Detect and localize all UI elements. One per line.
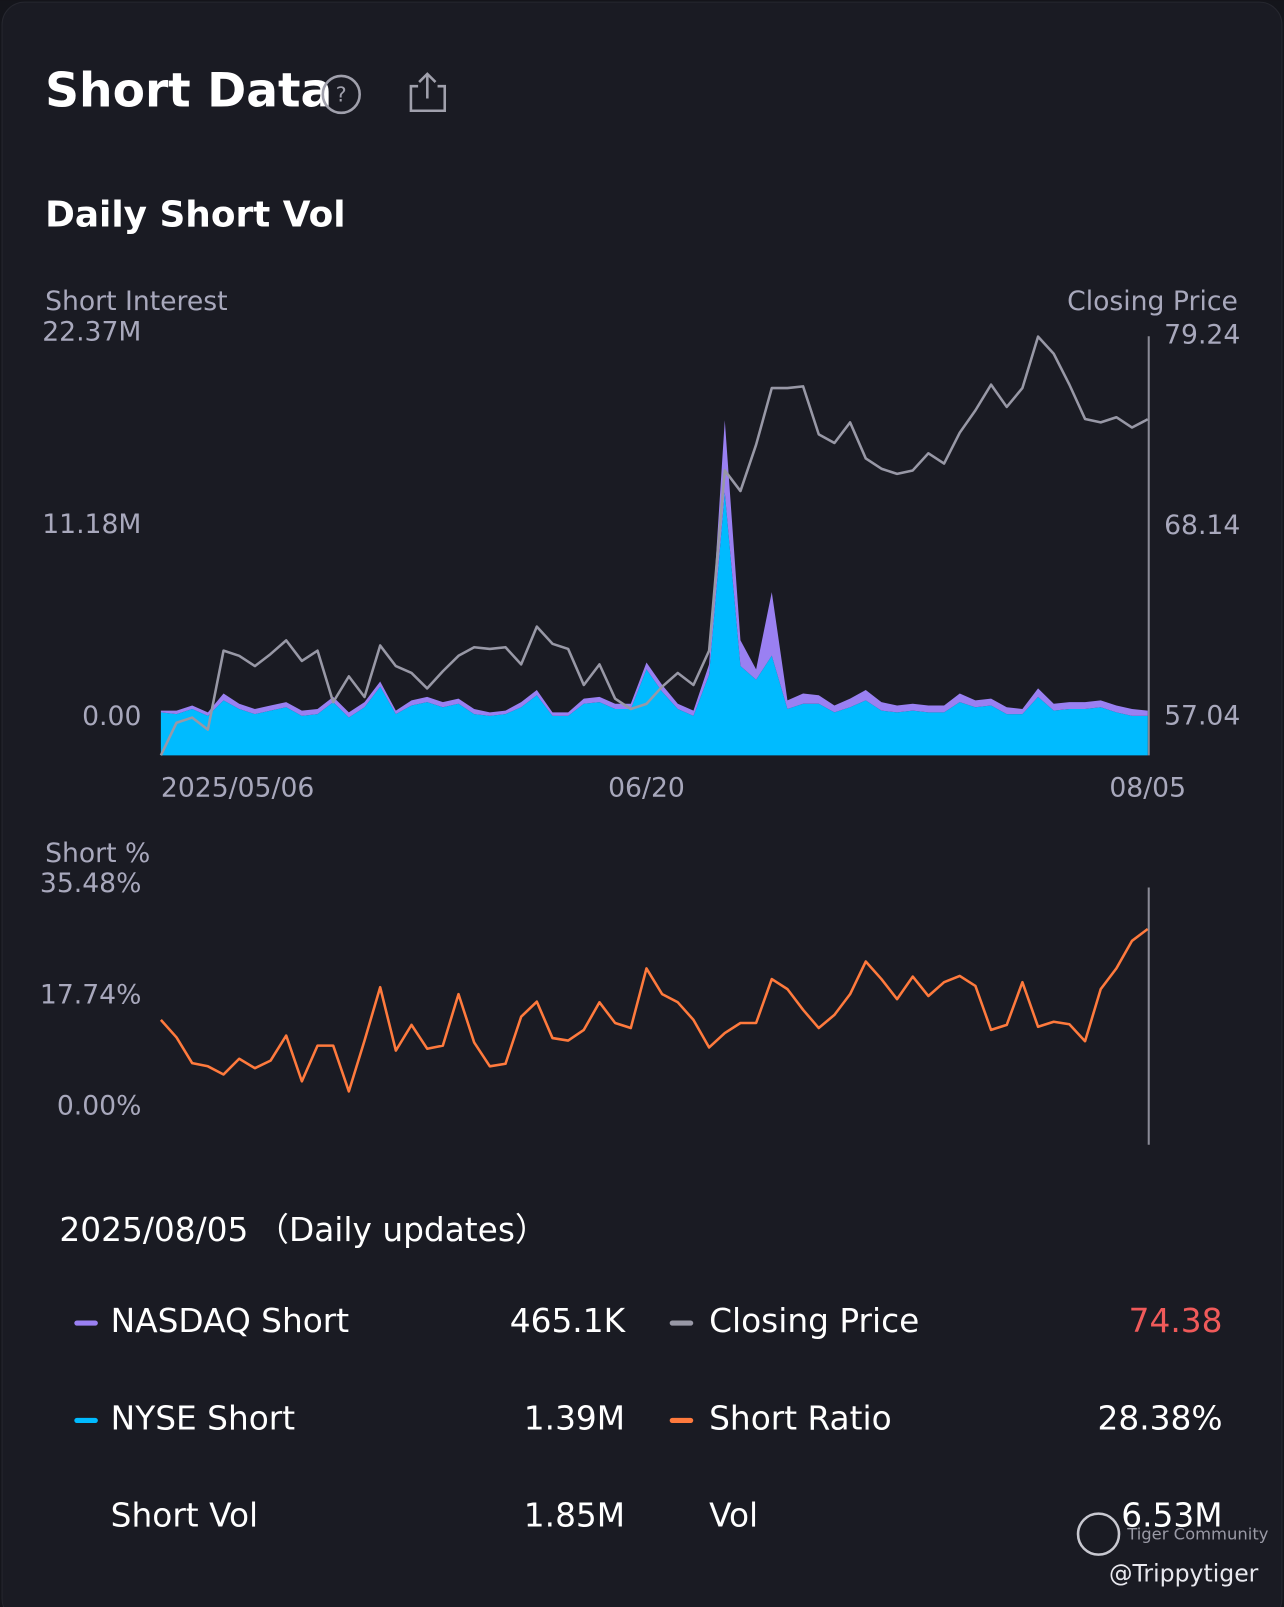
x-tick-label: 2025/05/06 [161, 773, 314, 804]
summary-label: NASDAQ Short [111, 1302, 350, 1340]
summary-value: 1.85M [524, 1497, 625, 1535]
line [159, 927, 1149, 1093]
summary: 2025/08/05 （Daily updates） NASDAQ Short 465… [59, 1211, 1222, 1535]
y2-tick-label: 68.14 [1164, 510, 1240, 541]
x-tick-label: 08/05 [1109, 773, 1186, 804]
page-title: Short Data [45, 63, 332, 118]
y-axis-label: Short Interest [45, 286, 228, 317]
share-icon[interactable] [409, 72, 447, 113]
watermark-brand: Tiger Community [1126, 1525, 1269, 1544]
y-tick-label: 35.48% [40, 868, 142, 899]
summary-value: 6.53M [1121, 1497, 1222, 1535]
summary-note: （Daily updates） [256, 1211, 548, 1249]
stacked-area [160, 492, 1148, 756]
help-icon[interactable]: ? [321, 74, 361, 115]
watermark-user: @Trippytiger [1109, 1560, 1259, 1588]
y-tick-label: 0.00 [82, 701, 141, 732]
summary-value: 28.38% [1098, 1399, 1223, 1437]
y-tick-label: 11.18M [42, 509, 141, 540]
y2-tick-label: 57.04 [1164, 700, 1240, 731]
x-tick-label: 06/20 [608, 773, 685, 804]
y-tick-label: 22.37M [42, 317, 141, 348]
charts: Short Interest Closing Price 0.00 11.18M 22.… [40, 286, 1240, 1145]
section-title: Daily Short Vol [45, 194, 345, 235]
watermark: Tiger Community @Trippytiger [1076, 1512, 1269, 1588]
y-tick-label: 17.74% [40, 979, 142, 1010]
summary-label: NYSE Short [111, 1399, 296, 1437]
summary-label: Vol [709, 1497, 758, 1535]
summary-value: 465.1K [510, 1302, 627, 1340]
line [159, 335, 1149, 756]
y2-axis-label: Closing Price [1067, 286, 1238, 317]
summary-label: Short Vol [111, 1497, 258, 1535]
y-axis-label: Short % [45, 838, 150, 869]
summary-label: Short Ratio [709, 1399, 892, 1437]
summary-value: 1.39M [524, 1399, 625, 1437]
y-tick-label: 0.00% [57, 1091, 142, 1122]
watermark-logo [1076, 1512, 1121, 1556]
summary-label: Closing Price [709, 1302, 919, 1340]
summary-value: 74.38 [1129, 1302, 1223, 1340]
summary-date: 2025/08/05 [59, 1211, 248, 1249]
svg-text:?: ? [336, 82, 347, 106]
y2-tick-label: 79.24 [1164, 319, 1240, 350]
